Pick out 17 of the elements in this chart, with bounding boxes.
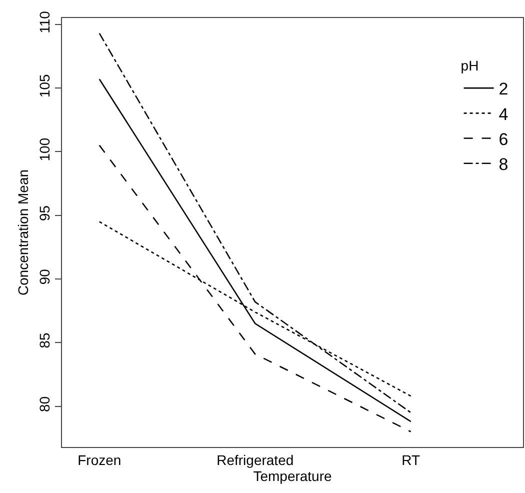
- y-tick-label: 100: [36, 138, 52, 162]
- y-axis-title: Concentration Mean: [15, 169, 31, 296]
- legend-label: 2: [498, 80, 508, 99]
- legend-title: pH: [460, 58, 479, 74]
- x-tick-label: Refrigerated: [216, 452, 294, 468]
- legend-label: 4: [498, 104, 508, 124]
- y-tick-label: 85: [36, 332, 52, 348]
- y-tick-label: 90: [36, 268, 52, 285]
- y-tick-label: 110: [36, 10, 52, 34]
- y-tick-label: 80: [36, 396, 52, 412]
- x-axis-title: Temperature: [253, 468, 332, 484]
- y-tick-label: 105: [36, 74, 52, 98]
- legend-label: 6: [498, 130, 508, 149]
- legend-label: 8: [498, 155, 508, 174]
- x-tick-label: RT: [402, 452, 421, 468]
- x-tick-label: Frozen: [78, 452, 122, 468]
- y-tick-label: 95: [36, 205, 52, 221]
